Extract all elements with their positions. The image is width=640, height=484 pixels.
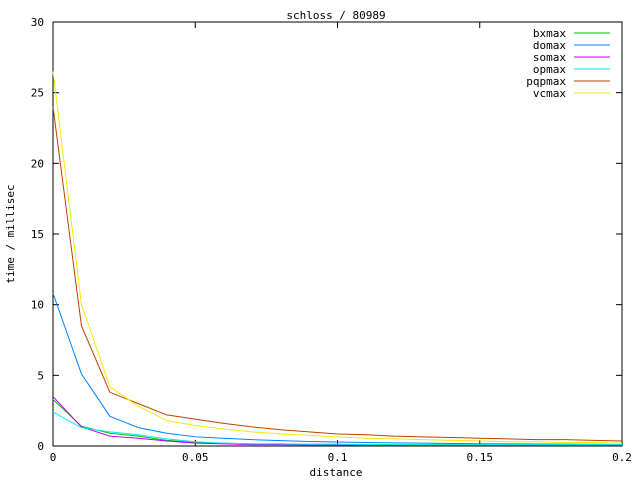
- y-tick-label: 5: [37, 369, 44, 382]
- x-tick-label: 0: [50, 451, 57, 464]
- legend-label-vcmax: vcmax: [533, 87, 566, 100]
- y-axis-label: time / millisec: [4, 184, 17, 283]
- legend-label-opmax: opmax: [533, 63, 566, 76]
- series-line-opmax: [52, 411, 622, 446]
- x-tick-label: 0.2: [612, 451, 632, 464]
- chart-title: schloss / 80989: [286, 9, 385, 22]
- x-tick-label: 0.15: [467, 451, 494, 464]
- legend-label-somax: somax: [533, 51, 566, 64]
- y-tick-label: 0: [37, 440, 44, 453]
- legend-label-domax: domax: [533, 39, 566, 52]
- x-axis-label: distance: [310, 466, 363, 479]
- y-tick-label: 20: [31, 157, 44, 170]
- y-tick-label: 25: [31, 87, 44, 100]
- y-tick-label: 30: [31, 16, 44, 29]
- legend-label-pqpmax: pqpmax: [526, 75, 566, 88]
- series-line-vcmax: [52, 71, 623, 444]
- y-tick-label: 10: [31, 299, 44, 312]
- series-line-somax: [52, 396, 622, 446]
- x-tick-label: 0.1: [328, 451, 348, 464]
- x-tick-label: 0.05: [182, 451, 209, 464]
- legend-label-bxmax: bxmax: [533, 27, 566, 40]
- series-line-pqpmax: [52, 106, 623, 442]
- y-tick-label: 15: [31, 228, 44, 241]
- series-line-domax: [52, 293, 623, 446]
